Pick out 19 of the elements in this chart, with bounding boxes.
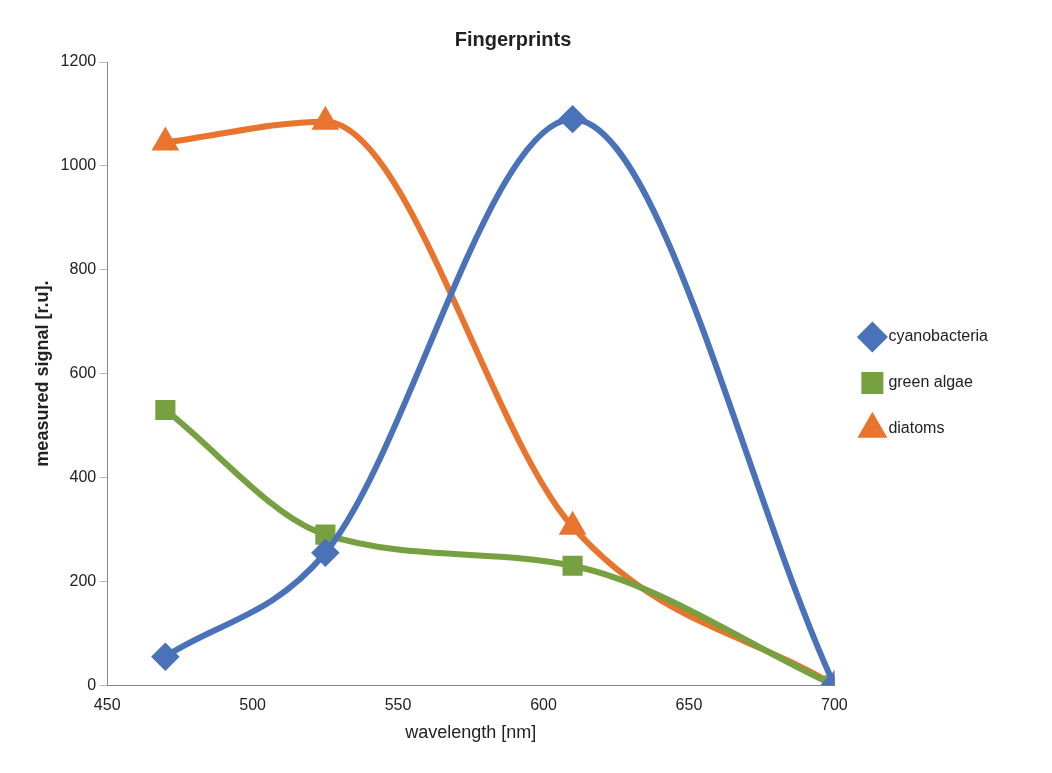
legend-label: cyanobacteria — [888, 327, 989, 345]
y-axis-title: measured signal [r.u]. — [31, 280, 52, 467]
y-tick-label: 1000 — [60, 156, 97, 174]
x-tick-label: 600 — [530, 696, 557, 714]
y-tick-label: 600 — [69, 364, 97, 382]
x-tick-label: 700 — [821, 696, 848, 714]
x-tick-label: 650 — [675, 696, 703, 714]
y-tick-label: 1200 — [60, 52, 97, 70]
chart-title: Fingerprints — [454, 27, 572, 50]
x-axis-title: wavelength [nm] — [404, 722, 537, 743]
y-tick-label: 800 — [69, 260, 97, 278]
y-tick-label: 200 — [69, 571, 97, 589]
x-tick-label: 500 — [239, 696, 267, 714]
y-tick-label: 0 — [87, 675, 97, 693]
y-tick-label: 400 — [69, 467, 97, 485]
legend-label: diatoms — [888, 419, 945, 437]
x-tick-label: 550 — [384, 696, 412, 714]
x-tick-label: 450 — [93, 696, 121, 714]
legend-label: green algae — [888, 373, 973, 391]
